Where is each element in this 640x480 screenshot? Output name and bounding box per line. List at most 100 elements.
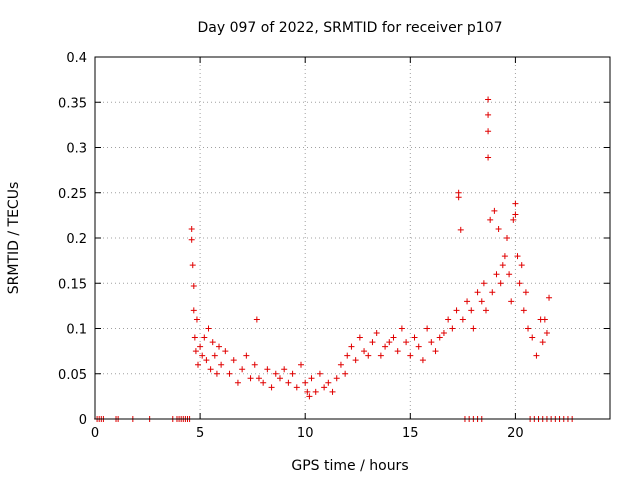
data-point (403, 339, 410, 346)
data-point (499, 262, 506, 269)
data-point (213, 370, 220, 377)
data-point (468, 307, 475, 314)
data-point (501, 253, 508, 260)
data-point (298, 361, 304, 368)
data-point (398, 325, 405, 332)
data-point (361, 348, 368, 355)
data-point (203, 357, 210, 364)
data-point (188, 225, 195, 232)
data-point (306, 393, 313, 400)
data-point (281, 366, 288, 373)
data-point (485, 154, 492, 161)
y-tick-label: 0.15 (58, 277, 87, 292)
y-tick-label: 0.4 (66, 51, 87, 66)
data-point (518, 262, 525, 269)
data-point (365, 352, 372, 359)
data-point (432, 348, 439, 355)
data-point (373, 330, 380, 337)
data-point (209, 339, 216, 346)
x-tick-label: 20 (507, 426, 524, 441)
data-point (356, 334, 363, 341)
y-tick-label: 0 (79, 413, 87, 428)
data-point (377, 352, 384, 359)
data-point (189, 262, 196, 269)
y-tick-label: 0.3 (66, 142, 87, 157)
data-point (440, 330, 447, 337)
data-point (188, 236, 195, 243)
data-point (474, 289, 481, 296)
data-point (321, 384, 328, 391)
data-point (485, 96, 492, 103)
data-point (407, 352, 414, 359)
data-point (525, 325, 532, 332)
data-point (352, 357, 359, 364)
data-point (293, 384, 300, 391)
data-point (268, 384, 275, 391)
data-point (485, 111, 492, 118)
data-point (546, 294, 553, 301)
data-point (201, 334, 208, 341)
data-point (304, 388, 311, 395)
data-point (289, 370, 296, 377)
data-point (386, 339, 393, 346)
data-point (333, 375, 340, 382)
data-point (191, 334, 198, 341)
data-point (504, 235, 510, 241)
data-point (539, 339, 546, 346)
data-point (491, 207, 498, 214)
x-axis-label: GPS time / hours (291, 458, 408, 474)
x-tick-label: 15 (402, 426, 419, 441)
data-point (253, 316, 260, 323)
data-point (312, 388, 319, 395)
data-point (390, 334, 397, 341)
data-point (516, 280, 523, 287)
tick-layer: 0 5 10 15 20 0 0.05 0.1 0.15 0.2 0.25 0.3 0.35 0.4 (58, 51, 610, 441)
y-tick-label: 0.25 (58, 187, 87, 202)
data-point (342, 370, 349, 377)
data-point (264, 366, 271, 373)
data-point (455, 194, 462, 201)
data-point (302, 379, 309, 386)
data-point (506, 271, 513, 278)
data-point (470, 325, 477, 332)
y-tick-label: 0.05 (58, 368, 87, 383)
data-point (260, 379, 267, 386)
y-tick-label: 0.1 (66, 323, 87, 338)
data-point (308, 375, 315, 382)
data-point (508, 298, 515, 305)
x-tick-label: 10 (297, 426, 314, 441)
grid-layer (95, 57, 610, 419)
chart-title: Day 097 of 2022, SRMTID for receiver p10… (197, 20, 502, 36)
data-point (239, 366, 246, 373)
data-point (411, 334, 418, 341)
data-point (510, 216, 517, 223)
data-point (369, 339, 376, 346)
data-point (482, 307, 489, 314)
data-point (512, 200, 519, 207)
y-axis-label: SRMTID / TECUs (6, 182, 22, 295)
data-point (464, 298, 471, 305)
data-point (514, 253, 521, 260)
plot-frame (94, 56, 611, 420)
data-point (453, 307, 460, 314)
data-point (190, 307, 197, 314)
data-point (193, 316, 200, 323)
data-point (218, 361, 225, 368)
y-tick-label: 0.2 (66, 232, 87, 247)
data-point (207, 366, 214, 373)
data-point (195, 361, 201, 368)
data-point (272, 370, 279, 377)
data-point (529, 334, 536, 341)
y-tick-label: 0.35 (58, 96, 87, 111)
data-point (243, 352, 250, 359)
data-point (205, 325, 212, 332)
data-point (247, 375, 254, 382)
data-point (533, 352, 540, 359)
data-point (276, 375, 283, 382)
data-point (512, 211, 519, 218)
data-point (211, 352, 218, 359)
x-tick-label: 0 (91, 426, 99, 441)
data-point (382, 343, 389, 350)
data-point (445, 316, 452, 323)
data-point (222, 348, 229, 355)
